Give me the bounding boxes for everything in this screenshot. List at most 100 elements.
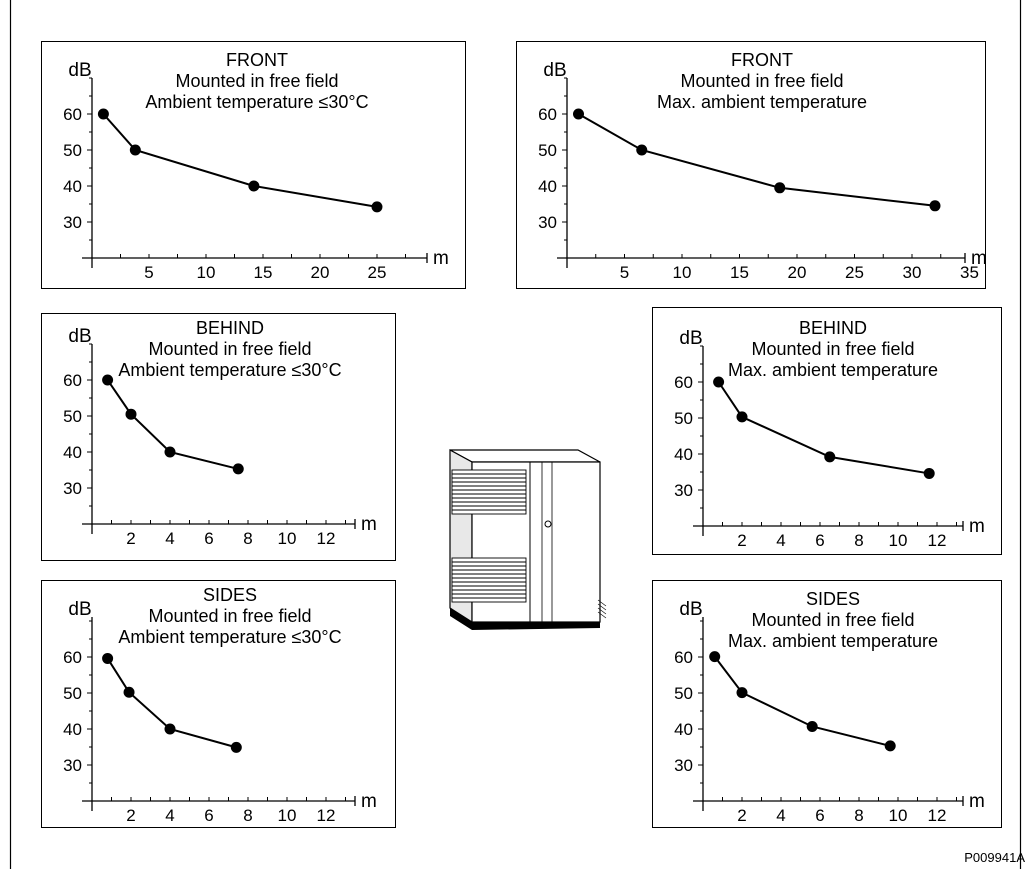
data-point: [102, 374, 114, 386]
series-line: [717, 381, 930, 475]
chart-plot: dB m 30 40 50 60 5 10 15 20 25 30 35: [538, 60, 987, 282]
x-tick-label: 20: [311, 263, 330, 282]
x-tick-label: 12: [928, 806, 947, 825]
x-axis-label: m: [361, 514, 377, 535]
data-point: [709, 651, 721, 663]
y-tick-label: 60: [63, 648, 82, 667]
data-point: [164, 446, 176, 458]
chart-title-line: FRONT: [731, 50, 793, 70]
data-point: [806, 720, 818, 732]
y-tick-label: 40: [538, 177, 557, 196]
chart-title-line: Mounted in free field: [751, 610, 915, 630]
x-tick-label: 8: [854, 531, 863, 550]
x-axis-label: m: [969, 791, 985, 812]
data-point: [713, 376, 725, 388]
chart-sides-ambient-30c: SIDES Mounted in free field Ambient temper…: [41, 580, 396, 828]
data-point: [102, 652, 114, 664]
x-tick-label: 10: [278, 806, 297, 825]
chart-title-line: Mounted in free field: [148, 606, 312, 626]
y-tick-label: 30: [674, 756, 693, 775]
chart-title-line: SIDES: [202, 585, 258, 605]
y-tick-label: 40: [674, 720, 693, 739]
x-tick-label: 12: [928, 531, 947, 550]
x-tick-label: 35: [960, 263, 979, 282]
chart-title-line: Max. ambient temperature: [656, 92, 868, 112]
series-line: [106, 657, 237, 749]
x-tick-label: 5: [620, 263, 629, 282]
y-tick-label: 40: [63, 443, 82, 462]
chart-behind-ambient-30c: BEHIND Mounted in free field Ambient tempe…: [41, 313, 396, 561]
y-tick-label: 30: [63, 213, 82, 232]
data-point: [774, 182, 786, 194]
cabinet-illustration: [449, 448, 607, 630]
x-tick-label: 10: [197, 263, 216, 282]
series-line: [102, 113, 378, 208]
x-tick-label: 5: [144, 263, 153, 282]
y-axis-label: dB: [679, 328, 702, 349]
series-line: [106, 379, 239, 470]
chart-plot: dB m 30 40 50 60 5 10 15 20 25: [63, 60, 449, 282]
x-tick-label: 12: [317, 806, 336, 825]
y-tick-label: 50: [63, 407, 82, 426]
x-tick-label: 6: [815, 806, 824, 825]
x-axis-label: m: [361, 791, 377, 812]
y-tick-label: 60: [674, 373, 693, 392]
chart-plot: dB m 30 40 50 60 2 4 6 8 10 12: [674, 599, 985, 825]
x-axis-label: m: [969, 516, 985, 537]
y-tick-label: 50: [63, 684, 82, 703]
x-tick-label: 10: [673, 263, 692, 282]
y-axis-label: dB: [68, 60, 91, 81]
x-tick-label: 15: [254, 263, 273, 282]
data-point: [232, 463, 244, 475]
chart-title-line: Max. ambient temperature: [727, 631, 939, 651]
x-tick-label: 12: [317, 529, 336, 548]
y-tick-label: 60: [63, 105, 82, 124]
chart-title-line: FRONT: [226, 50, 288, 70]
data-point: [123, 686, 135, 698]
chart-behind-max-ambient: BEHIND Mounted in free field Max. ambient …: [652, 307, 1002, 555]
y-tick-label: 60: [674, 648, 693, 667]
x-tick-label: 2: [737, 531, 746, 550]
x-tick-label: 10: [889, 531, 908, 550]
x-tick-label: 8: [243, 806, 252, 825]
chart-front-max-ambient: FRONT Mounted in free field Max. ambient t…: [516, 41, 987, 289]
x-tick-label: 20: [788, 263, 807, 282]
data-point: [636, 144, 648, 156]
x-tick-label: 2: [126, 529, 135, 548]
y-axis-label: dB: [543, 60, 566, 81]
x-tick-label: 2: [126, 806, 135, 825]
chart-title-line: SIDES: [805, 589, 861, 609]
x-tick-label: 4: [776, 531, 785, 550]
y-tick-label: 30: [674, 481, 693, 500]
x-tick-label: 10: [889, 806, 908, 825]
chart-plot: dB m 30 40 50 60 2 4 6 8 10 12: [63, 326, 377, 548]
data-point: [371, 201, 383, 213]
y-tick-label: 50: [674, 684, 693, 703]
x-tick-label: 6: [204, 529, 213, 548]
chart-title-line: BEHIND: [798, 318, 868, 338]
y-axis-label: dB: [68, 599, 91, 620]
x-axis-label: m: [971, 248, 987, 269]
x-tick-label: 25: [845, 263, 864, 282]
data-point: [884, 740, 896, 752]
y-tick-label: 40: [63, 177, 82, 196]
x-tick-label: 8: [243, 529, 252, 548]
chart-title-line: Mounted in free field: [751, 339, 915, 359]
y-tick-label: 40: [63, 720, 82, 739]
x-tick-label: 4: [165, 806, 174, 825]
data-point: [736, 411, 748, 423]
x-tick-label: 25: [368, 263, 387, 282]
series-line: [578, 113, 936, 207]
x-tick-label: 4: [776, 806, 785, 825]
x-tick-label: 4: [165, 529, 174, 548]
chart-sides-max-ambient: SIDES Mounted in free field Max. ambient t…: [652, 580, 1002, 828]
y-tick-label: 30: [538, 213, 557, 232]
chart-front-ambient-30c: FRONT Mounted in free field Ambient temper…: [41, 41, 466, 289]
chart-title-line: Ambient temperature ≤30°C: [145, 92, 369, 112]
chart-title-line: Ambient temperature ≤30°C: [118, 360, 342, 380]
chart-plot: dB m 30 40 50 60 2 4 6 8 10 12: [63, 599, 377, 825]
data-point: [125, 408, 137, 420]
data-point: [230, 741, 242, 753]
